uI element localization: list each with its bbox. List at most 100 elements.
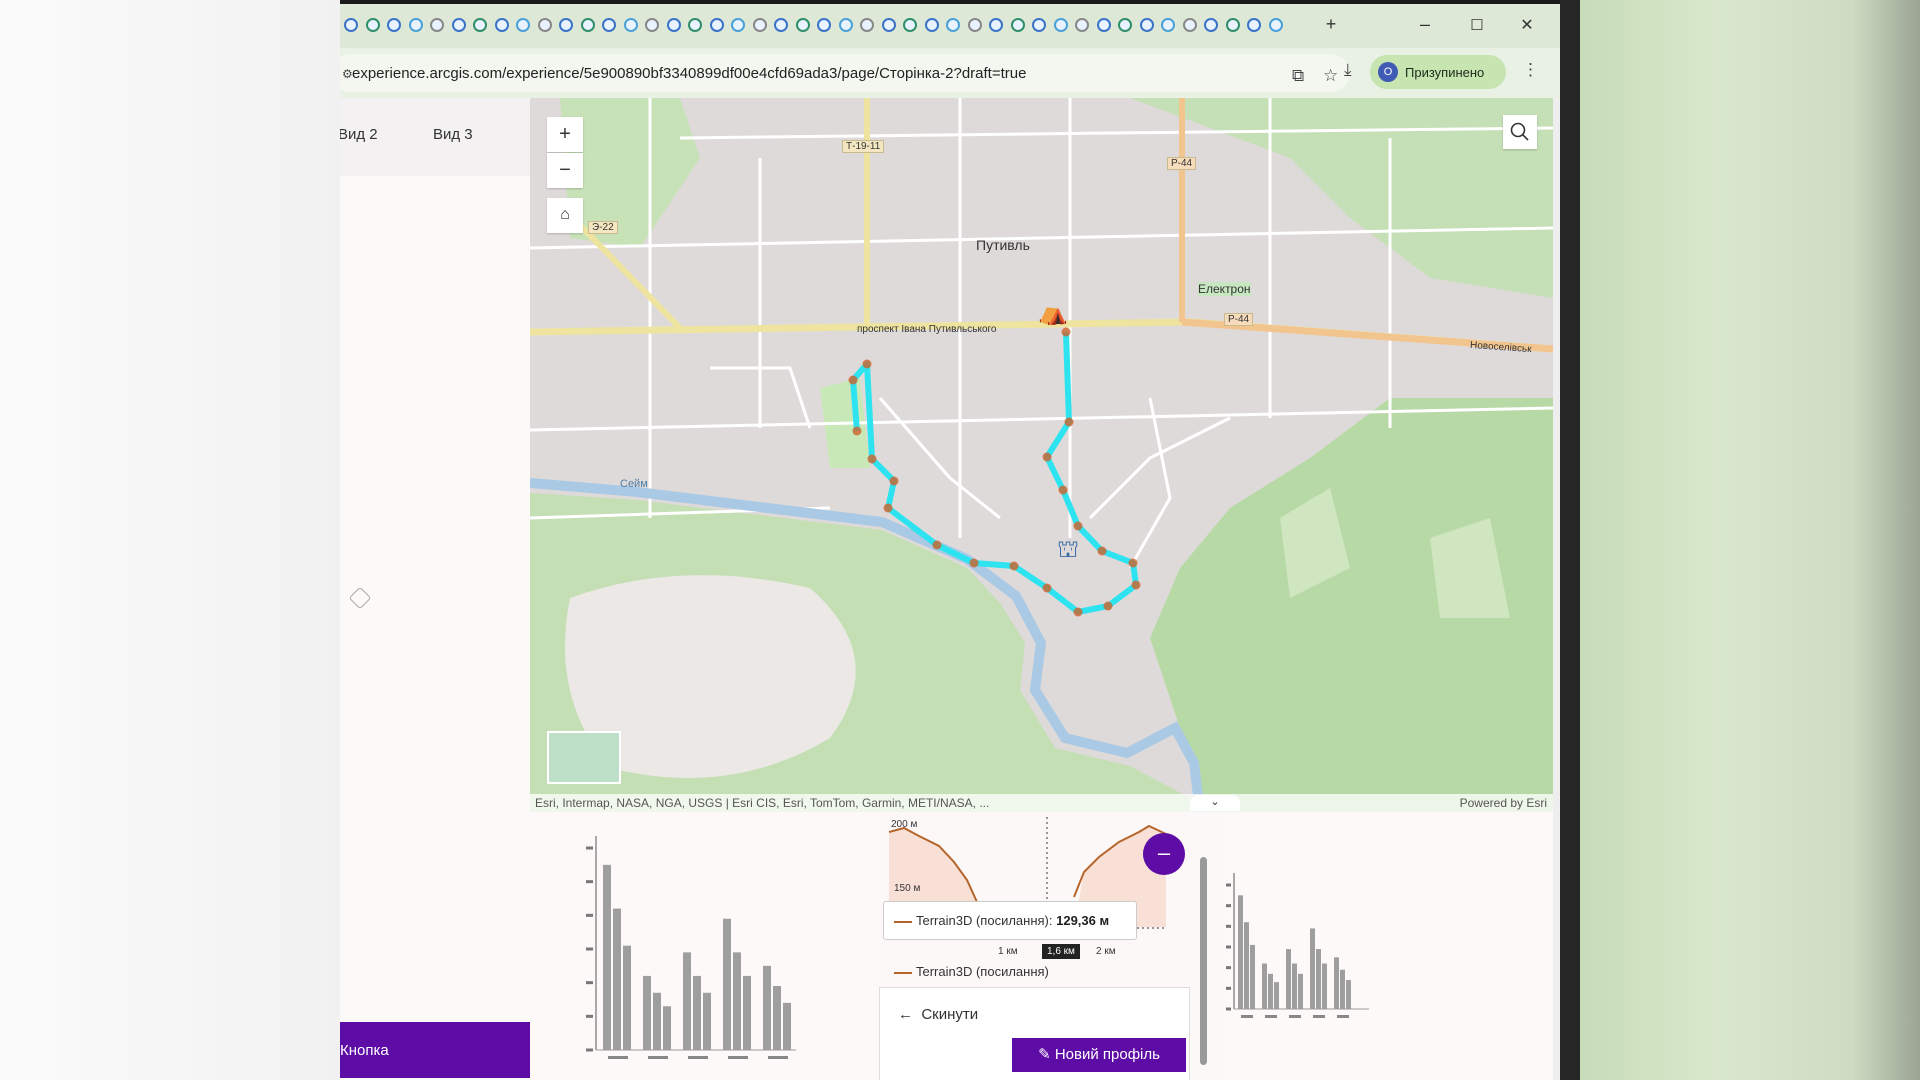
bar[interactable] bbox=[613, 908, 621, 1050]
museum-icon[interactable]: ⛫ bbox=[1057, 536, 1080, 563]
url-text[interactable]: experience.arcgis.com/experience/5e90089… bbox=[352, 65, 1027, 82]
tab-favicon[interactable] bbox=[1182, 18, 1197, 32]
bar[interactable] bbox=[1298, 973, 1303, 1009]
route-point[interactable] bbox=[969, 558, 979, 568]
route-point[interactable] bbox=[867, 454, 877, 464]
bar[interactable] bbox=[1238, 895, 1243, 1009]
route-layer[interactable] bbox=[848, 327, 1141, 617]
tab-favicon[interactable] bbox=[1139, 18, 1154, 32]
tab-favicon[interactable] bbox=[645, 18, 659, 32]
powered-by[interactable]: Powered by Esri bbox=[1459, 796, 1547, 810]
tab-favicon[interactable] bbox=[344, 18, 358, 32]
remove-button[interactable]: – bbox=[1143, 833, 1185, 875]
tab-favicon[interactable] bbox=[1010, 18, 1025, 32]
tab-favicon[interactable] bbox=[881, 18, 896, 32]
tab-favicon[interactable] bbox=[580, 18, 595, 32]
maximize-button[interactable]: ☐ bbox=[1470, 17, 1484, 34]
collapse-panel-button[interactable]: ⌄ bbox=[1190, 795, 1240, 811]
bar[interactable] bbox=[733, 952, 741, 1050]
tab-favicon[interactable] bbox=[838, 18, 853, 32]
bar[interactable] bbox=[1244, 922, 1249, 1009]
menu-icon[interactable]: ⋮ bbox=[1522, 60, 1539, 79]
route-point[interactable] bbox=[848, 375, 858, 385]
tab-favicon[interactable] bbox=[1204, 18, 1218, 32]
tab-favicon[interactable] bbox=[365, 18, 380, 32]
map-view[interactable]: Путивль Т-19-11 Р-44 Р-44 Э-22 Електрон … bbox=[530, 98, 1553, 812]
chart-legend[interactable]: Terrain3D (посилання) bbox=[894, 964, 1049, 979]
tab-view-3[interactable]: Вид 3 bbox=[433, 126, 473, 143]
bar[interactable] bbox=[1250, 944, 1255, 1009]
bar[interactable] bbox=[683, 952, 691, 1050]
site-info-icon[interactable]: ⚙ bbox=[342, 67, 353, 81]
bar[interactable] bbox=[693, 975, 701, 1050]
bar[interactable] bbox=[623, 945, 631, 1050]
bar[interactable] bbox=[643, 975, 651, 1050]
tab-favicon[interactable] bbox=[946, 18, 960, 32]
tab-favicon[interactable] bbox=[1268, 18, 1283, 32]
route-point[interactable] bbox=[883, 503, 893, 513]
tab-favicon[interactable] bbox=[494, 18, 509, 32]
route-point[interactable] bbox=[1103, 601, 1113, 611]
bar[interactable] bbox=[603, 864, 611, 1050]
new-profile-button[interactable]: ✎ Новий профіль bbox=[1012, 1038, 1186, 1072]
tab-favicon[interactable] bbox=[602, 18, 616, 32]
route-point[interactable] bbox=[1009, 561, 1019, 571]
tab-favicon[interactable] bbox=[860, 18, 874, 32]
map-search-button[interactable] bbox=[1503, 115, 1537, 149]
bar[interactable] bbox=[763, 965, 771, 1050]
tab-favicon[interactable] bbox=[1247, 18, 1261, 32]
route-point[interactable] bbox=[932, 540, 942, 550]
star-icon[interactable]: ☆ bbox=[1323, 66, 1339, 85]
tab-favicon[interactable] bbox=[731, 18, 745, 32]
tab-favicon[interactable] bbox=[1075, 18, 1089, 32]
bar[interactable] bbox=[723, 918, 731, 1050]
omnibox[interactable]: ⚙ experience.arcgis.com/experience/5e900… bbox=[340, 54, 1350, 92]
panel-scrollbar[interactable] bbox=[1200, 857, 1207, 1065]
bar[interactable] bbox=[1310, 928, 1315, 1009]
primary-button[interactable]: Кнопка bbox=[340, 1022, 530, 1078]
tab-favicon[interactable] bbox=[752, 18, 767, 32]
bar[interactable] bbox=[663, 1006, 671, 1050]
bar[interactable] bbox=[1340, 969, 1345, 1009]
tab-view-2[interactable]: Вид 2 bbox=[340, 126, 378, 143]
home-button[interactable]: ⌂ bbox=[547, 198, 583, 233]
new-tab-button[interactable]: + bbox=[1325, 14, 1337, 34]
minimize-button[interactable]: – bbox=[1419, 14, 1430, 34]
tab-favicon[interactable] bbox=[516, 18, 530, 32]
overview-map[interactable] bbox=[547, 731, 621, 784]
reset-button[interactable]: ← Скинути bbox=[898, 1006, 978, 1023]
tab-favicon[interactable] bbox=[903, 18, 917, 32]
route-point[interactable] bbox=[1058, 485, 1068, 495]
page-scrollbar[interactable] bbox=[1553, 98, 1560, 1080]
route-point[interactable] bbox=[1131, 580, 1141, 590]
tab-favicon[interactable] bbox=[430, 18, 444, 32]
route-point[interactable] bbox=[1128, 558, 1138, 568]
route-point[interactable] bbox=[1064, 417, 1074, 427]
bar[interactable] bbox=[1262, 963, 1267, 1009]
tab-favicon[interactable] bbox=[989, 18, 1003, 32]
tab-favicon[interactable] bbox=[924, 18, 939, 32]
route-point[interactable] bbox=[1097, 546, 1107, 556]
zoom-in-button[interactable]: + bbox=[547, 117, 583, 152]
bar[interactable] bbox=[743, 975, 751, 1050]
route-point[interactable] bbox=[1073, 521, 1083, 531]
tab-favicon[interactable] bbox=[408, 18, 423, 32]
close-button[interactable]: ✕ bbox=[1520, 17, 1534, 34]
translate-icon[interactable]: ⧉ bbox=[1292, 66, 1305, 85]
tab-favicon[interactable] bbox=[967, 18, 982, 32]
tab-favicon[interactable] bbox=[537, 18, 552, 32]
route-point[interactable] bbox=[889, 476, 899, 486]
bar[interactable] bbox=[1316, 949, 1321, 1009]
tab-favicon[interactable] bbox=[1096, 18, 1111, 32]
bar[interactable] bbox=[1322, 963, 1327, 1009]
download-icon[interactable]: ⤓ bbox=[1344, 60, 1352, 79]
route-line[interactable] bbox=[850, 331, 1139, 615]
tab-favicon[interactable] bbox=[451, 18, 466, 32]
tab-favicon[interactable] bbox=[1118, 18, 1132, 32]
route-point[interactable] bbox=[1061, 327, 1071, 337]
profile-button[interactable]: О Призупинено bbox=[1370, 55, 1506, 89]
route-point[interactable] bbox=[862, 359, 872, 369]
tab-favicon[interactable] bbox=[1032, 18, 1046, 32]
bar[interactable] bbox=[773, 986, 781, 1050]
tab-favicon[interactable] bbox=[1053, 18, 1068, 32]
